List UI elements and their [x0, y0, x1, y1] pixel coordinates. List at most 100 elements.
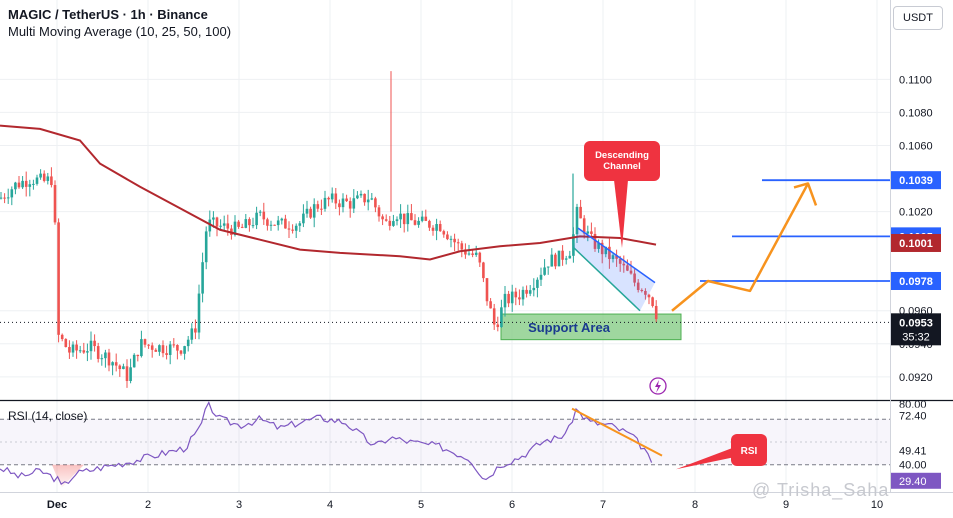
candle	[348, 201, 352, 209]
candle	[388, 220, 392, 226]
currency-button[interactable]: USDT	[893, 6, 943, 30]
rsi-current-badge-label: 29.40	[899, 476, 927, 488]
candle	[532, 287, 536, 291]
candle	[3, 197, 6, 199]
candle	[572, 234, 575, 256]
support-area-label: Support Area	[528, 320, 611, 335]
candle	[316, 204, 320, 209]
candle	[100, 358, 104, 360]
candle	[154, 349, 158, 352]
candle	[237, 221, 240, 227]
candle	[298, 223, 302, 226]
candle	[111, 362, 114, 366]
ma-value-label: 0.1001	[899, 238, 933, 250]
price-level-label: 0.0978	[899, 276, 933, 288]
candle	[528, 290, 532, 294]
candle	[53, 185, 57, 223]
x-tick-label: 10	[871, 499, 883, 511]
countdown-label: 35:32	[902, 331, 930, 343]
candle	[366, 199, 370, 203]
candle	[14, 182, 17, 190]
candle	[255, 212, 258, 226]
candle	[489, 301, 492, 309]
candle	[233, 221, 237, 235]
candle	[93, 340, 96, 347]
y-tick-label: 0.0920	[899, 372, 933, 384]
last-price-badge	[891, 313, 941, 346]
y-tick-label: 0.0960	[899, 306, 933, 318]
candle	[381, 216, 384, 220]
candle	[179, 350, 183, 354]
candle	[435, 224, 438, 231]
rsi-label: RSI (14, close)	[8, 409, 88, 423]
candle	[287, 228, 291, 230]
candle	[442, 231, 446, 235]
candle	[71, 344, 75, 353]
candle	[251, 225, 255, 227]
candle	[449, 238, 453, 240]
candle	[194, 328, 197, 333]
x-tick-label: 8	[692, 499, 698, 511]
y-tick-label: 0.1080	[899, 107, 933, 119]
rsi-ma-badge-label: 49.41	[899, 445, 927, 457]
candle	[464, 249, 467, 255]
candle	[622, 263, 626, 266]
candle	[557, 250, 561, 267]
rsi-layer: RSI	[0, 401, 890, 488]
candle	[604, 246, 608, 255]
candle	[345, 198, 348, 202]
candle	[629, 270, 633, 274]
grid-lines	[0, 0, 953, 493]
candle	[215, 217, 219, 227]
price-level-label: 0.1039	[899, 175, 933, 187]
candle	[550, 254, 554, 267]
candle	[24, 180, 28, 187]
candle	[64, 339, 68, 348]
candle	[626, 265, 629, 271]
candle	[183, 346, 186, 354]
candle	[244, 219, 248, 228]
candle	[424, 216, 428, 221]
candle	[363, 193, 366, 203]
candle	[17, 182, 21, 188]
candle	[302, 213, 305, 224]
candle	[147, 344, 150, 346]
candle	[140, 339, 143, 357]
candle	[21, 180, 24, 188]
x-tick-label: 4	[327, 499, 333, 511]
candle	[413, 220, 417, 225]
candle	[165, 353, 168, 355]
candle	[50, 176, 53, 186]
projection-path	[671, 182, 810, 312]
candle	[219, 225, 222, 227]
candle	[507, 293, 510, 304]
candle	[0, 197, 3, 199]
candle	[492, 308, 496, 325]
candle	[212, 217, 215, 220]
candle	[60, 334, 64, 340]
callout-pointer	[614, 180, 628, 248]
lightning-icon	[655, 380, 661, 393]
candle	[474, 252, 478, 255]
support-area: Support Area	[500, 313, 682, 341]
candle	[352, 198, 356, 209]
candle	[57, 222, 60, 335]
price-level-badge	[891, 171, 941, 190]
candle	[568, 255, 572, 259]
rsi-divergence-line	[571, 407, 663, 457]
candle	[514, 291, 518, 298]
candle	[640, 289, 644, 291]
candle	[129, 367, 132, 381]
candle	[10, 189, 14, 198]
candle	[201, 262, 204, 294]
candle	[114, 362, 118, 366]
candle	[327, 197, 330, 200]
candle	[320, 208, 323, 210]
candle	[32, 183, 35, 185]
candle	[309, 208, 312, 218]
candle	[608, 246, 611, 260]
candle	[86, 351, 89, 353]
candle	[359, 193, 363, 196]
candle	[190, 328, 194, 340]
